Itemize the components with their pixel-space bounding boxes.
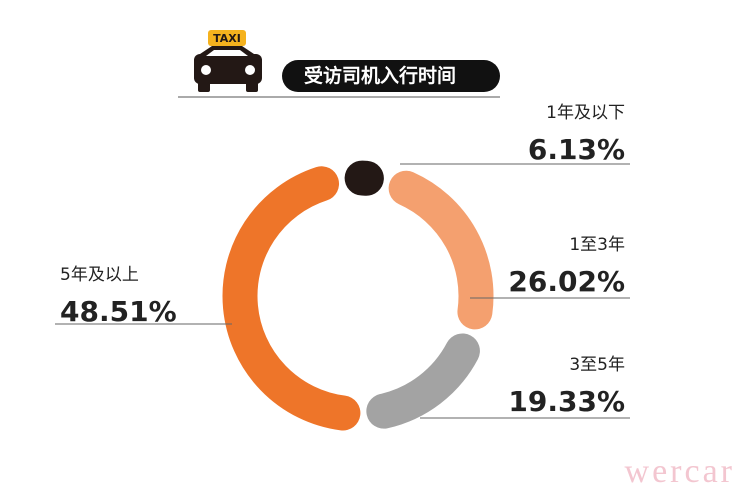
chart-title: 受访司机入行时间 (304, 64, 456, 87)
donut-segment (366, 333, 480, 429)
donut-segment (222, 166, 361, 431)
category-label: 5年及以上 (60, 265, 139, 285)
watermark: wercar (625, 453, 735, 490)
value-label: 26.02% (508, 265, 625, 298)
value-label: 6.13% (528, 133, 625, 166)
value-label: 48.51% (60, 295, 177, 328)
value-label: 19.33% (508, 385, 625, 418)
category-label: 1至3年 (569, 235, 625, 255)
category-label: 1年及以下 (546, 103, 625, 123)
donut-segment (388, 170, 494, 330)
title-pill (282, 60, 500, 92)
category-label: 3至5年 (569, 355, 625, 375)
badge: TAXI (213, 32, 241, 45)
taxi-icon (194, 30, 262, 92)
